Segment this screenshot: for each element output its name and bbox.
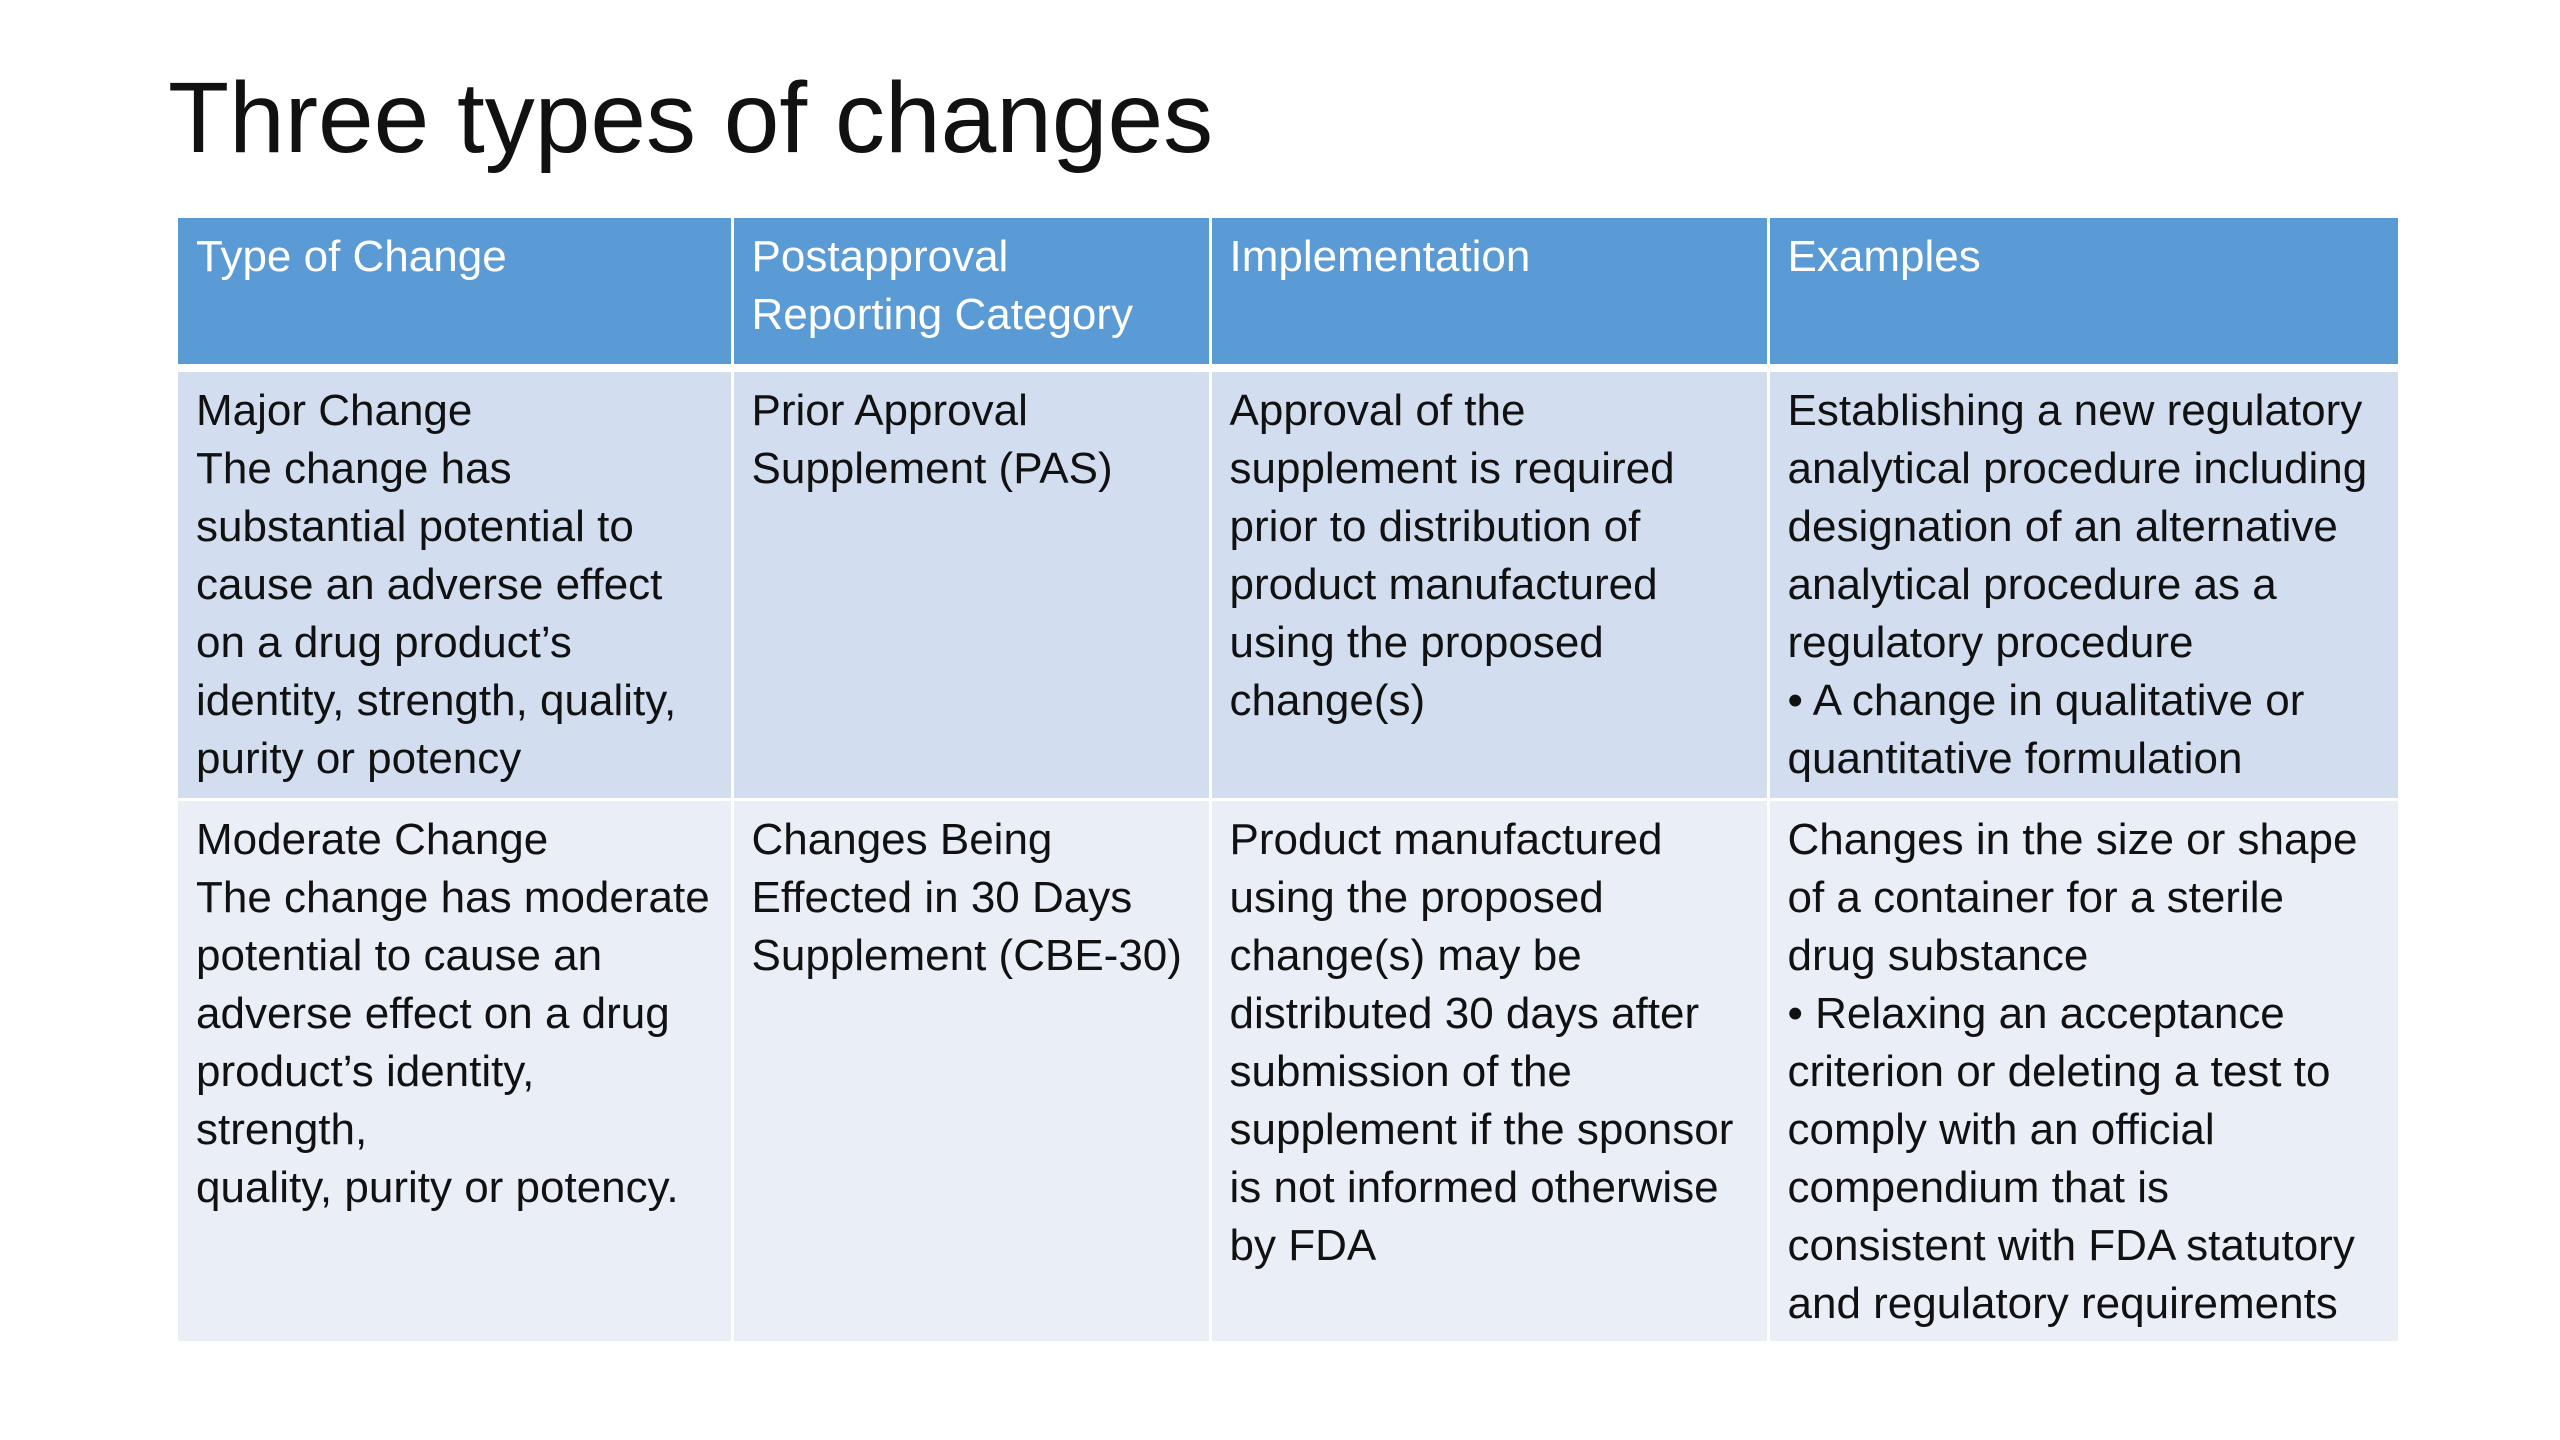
changes-table: Type of Change Postapproval Reporting Ca… <box>178 218 2398 1341</box>
cell-line: Product manufactured <box>1229 815 1663 864</box>
cell-line: comply with an official <box>1787 1105 2215 1154</box>
cell-line: quality, purity or potency. <box>196 1163 679 1212</box>
cell-line: Approval of the <box>1229 386 1526 435</box>
cell-line: criterion or deleting a test to <box>1787 1047 2331 1096</box>
cell-line: and regulatory requirements <box>1787 1279 2338 1328</box>
cell-line: Establishing a new regulatory <box>1787 386 2363 435</box>
cell-major-implementation: Approval of the supplement is required p… <box>1210 368 1770 801</box>
table-row-major-change: Major Change The change has substantial … <box>178 368 2398 801</box>
cell-line: using the proposed <box>1229 618 1604 667</box>
cell-line: substantial potential to <box>196 502 634 551</box>
cell-line: quantitative formulation <box>1787 734 2243 783</box>
cell-line: Supplement (PAS) <box>751 444 1113 493</box>
cell-line: of a container for a sterile <box>1787 873 2284 922</box>
cell-line: using the proposed <box>1229 873 1604 922</box>
cell-line: cause an adverse effect <box>196 560 663 609</box>
cell-line: Changes in the size or shape <box>1787 815 2358 864</box>
header-type-of-change: Type of Change <box>178 218 734 372</box>
header-implementation: Implementation <box>1210 218 1770 372</box>
cell-line: Prior Approval <box>751 386 1028 435</box>
cell-line: The change has moderate <box>196 873 710 922</box>
cell-line: Supplement (CBE-30) <box>751 931 1182 980</box>
cell-major-examples: Establishing a new regulatory analytical… <box>1768 368 2398 801</box>
header-line: Type of Change <box>196 232 507 281</box>
cell-line: • A change in qualitative or <box>1787 676 2305 725</box>
table-header-row: Type of Change Postapproval Reporting Ca… <box>178 218 2398 372</box>
cell-line: drug substance <box>1787 931 2089 980</box>
cell-line: Major Change <box>196 386 473 435</box>
cell-line: prior to distribution of <box>1229 502 1641 551</box>
header-line: Examples <box>1787 232 1981 281</box>
header-reporting-category: Postapproval Reporting Category <box>732 218 1212 372</box>
cell-line: analytical procedure including <box>1787 444 2368 493</box>
cell-line: supplement is required <box>1229 444 1675 493</box>
changes-table-container: Type of Change Postapproval Reporting Ca… <box>178 218 2398 1341</box>
cell-line: consistent with FDA statutory <box>1787 1221 2355 1270</box>
cell-line: on a drug product’s <box>196 618 572 667</box>
cell-major-category: Prior Approval Supplement (PAS) <box>732 368 1212 801</box>
cell-line: compendium that is <box>1787 1163 2170 1212</box>
cell-line: Moderate Change <box>196 815 549 864</box>
header-line: Reporting Category <box>751 290 1134 339</box>
cell-major-type: Major Change The change has substantial … <box>178 368 734 801</box>
cell-line: change(s) <box>1229 676 1426 725</box>
cell-moderate-category: Changes Being Effected in 30 Days Supple… <box>732 799 1212 1341</box>
cell-line: analytical procedure as a <box>1787 560 2277 609</box>
header-examples: Examples <box>1768 218 2398 372</box>
cell-line: potential to cause an <box>196 931 603 980</box>
cell-line: strength, <box>196 1105 368 1154</box>
cell-line: product manufactured <box>1229 560 1658 609</box>
cell-line: • Relaxing an acceptance <box>1787 989 2285 1038</box>
cell-line: designation of an alternative <box>1787 502 2338 551</box>
cell-line: identity, strength, quality, <box>196 676 677 725</box>
cell-line: is not informed otherwise <box>1229 1163 1719 1212</box>
cell-moderate-type: Moderate Change The change has moderate … <box>178 799 734 1341</box>
cell-moderate-implementation: Product manufactured using the proposed … <box>1210 799 1770 1341</box>
slide-title: Three types of changes <box>168 62 1214 174</box>
cell-line: supplement if the sponsor <box>1229 1105 1734 1154</box>
cell-line: product’s identity, <box>196 1047 535 1096</box>
cell-line: by FDA <box>1229 1221 1377 1270</box>
cell-line: Changes Being <box>751 815 1053 864</box>
table-row-moderate-change: Moderate Change The change has moderate … <box>178 799 2398 1341</box>
cell-line: regulatory procedure <box>1787 618 2194 667</box>
cell-line: The change has <box>196 444 512 493</box>
cell-line: distributed 30 days after <box>1229 989 1700 1038</box>
cell-moderate-examples: Changes in the size or shape of a contai… <box>1768 799 2398 1341</box>
cell-line: purity or potency <box>196 734 522 783</box>
cell-line: change(s) may be <box>1229 931 1582 980</box>
header-line: Implementation <box>1229 232 1531 281</box>
header-line: Postapproval <box>751 232 1009 281</box>
cell-line: adverse effect on a drug <box>196 989 670 1038</box>
cell-line: submission of the <box>1229 1047 1572 1096</box>
cell-line: Effected in 30 Days <box>751 873 1133 922</box>
